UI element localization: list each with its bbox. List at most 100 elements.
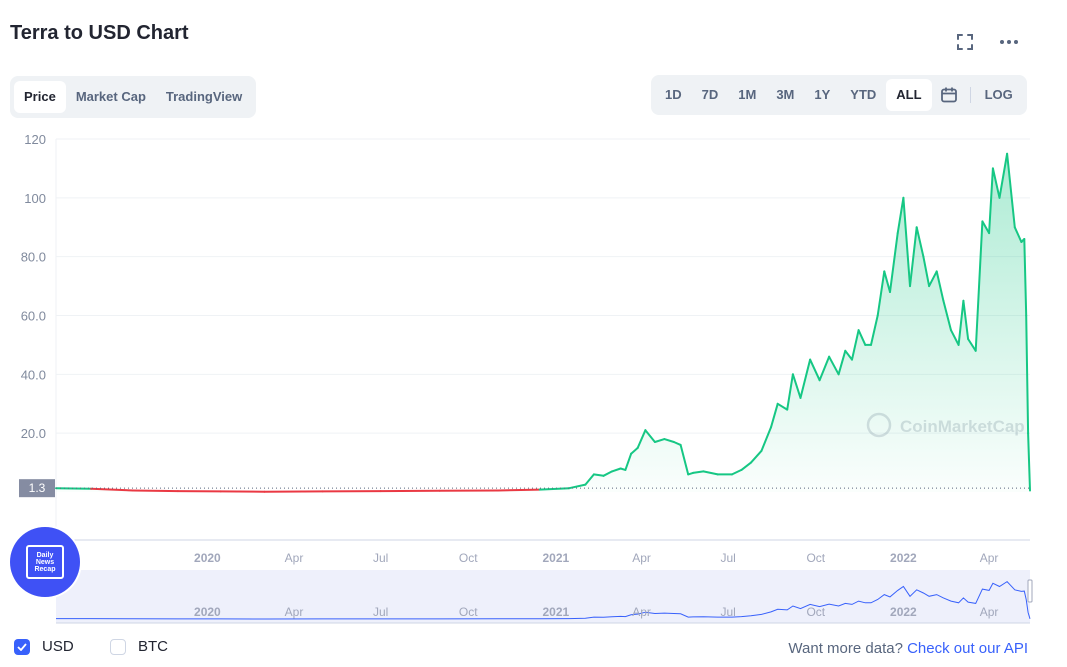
price-line-segment <box>991 167 1001 199</box>
price-line-segment <box>928 270 938 288</box>
api-prefix: Want more data? <box>788 640 903 657</box>
range-1m[interactable]: 1M <box>738 87 757 102</box>
calendar-icon[interactable] <box>932 79 966 111</box>
price-line-segment <box>740 461 752 471</box>
chart-type-tabs: Price Market Cap TradingView <box>10 76 257 118</box>
badge-text: Daily News Recap <box>34 552 55 573</box>
usd-label: USD <box>42 638 74 655</box>
price-line-segment <box>962 299 970 340</box>
price-line-segment <box>998 152 1009 199</box>
usd-toggle[interactable]: USD <box>14 638 74 655</box>
price-line-segment <box>611 467 622 473</box>
price-line-segment <box>602 470 613 477</box>
navigator-x-tick-label: 2022 <box>890 605 917 619</box>
price-line-segment <box>1025 314 1030 435</box>
x-tick-label: 2022 <box>890 551 917 565</box>
navigator-x-tick-label: Apr <box>632 605 651 619</box>
y-tick-label: 120 <box>24 132 46 147</box>
more-icon[interactable] <box>997 30 1021 54</box>
price-line-segment <box>942 299 952 332</box>
y-tick-label: 100 <box>24 191 46 206</box>
price-line-segment <box>132 489 179 493</box>
price-line-segment <box>828 355 840 376</box>
price-line-segment <box>636 429 647 449</box>
x-tick-label: 2021 <box>543 551 570 565</box>
price-line-segment <box>679 443 690 476</box>
navigator-x-tick-label: Apr <box>980 605 999 619</box>
price-line-segment <box>1006 152 1016 229</box>
range-ytd[interactable]: YTD <box>850 87 877 102</box>
price-area <box>56 153 1030 492</box>
price-line-segment <box>957 299 965 346</box>
y-tick-label: 60.0 <box>21 309 46 324</box>
price-line-segment <box>837 349 847 376</box>
navigator-x-tick-label: Apr <box>285 605 304 619</box>
range-1y[interactable]: 1Y <box>814 87 831 102</box>
navigator-background <box>56 570 1030 623</box>
range-7d[interactable]: 7D <box>701 87 719 102</box>
price-line-segment <box>981 220 991 235</box>
api-link[interactable]: Check out our API <box>907 640 1028 657</box>
price-line-segment <box>988 167 994 235</box>
y-tick-label: 40.0 <box>21 367 46 382</box>
x-tick-label: Apr <box>980 551 999 565</box>
price-line-segment <box>630 446 639 455</box>
price-line-segment <box>90 487 135 492</box>
price-line-segment <box>844 349 853 361</box>
price-line-segment <box>818 355 831 382</box>
price-line-segment <box>496 488 541 492</box>
tab-price[interactable]: Price <box>14 81 66 113</box>
navigator-x-tick-label: Oct <box>806 605 825 619</box>
x-tick-label: Oct <box>459 551 478 565</box>
y-tick-label: 80.0 <box>21 250 46 265</box>
current-price-tag <box>19 479 55 498</box>
x-tick-label: Jul <box>721 551 736 565</box>
fullscreen-icon[interactable] <box>953 30 977 54</box>
btc-toggle[interactable]: BTC <box>110 638 168 655</box>
price-line-segment <box>1023 238 1028 317</box>
x-tick-label: 2020 <box>194 551 221 565</box>
price-line-segment <box>653 438 666 443</box>
navigator-x-tick-label: Oct <box>459 605 478 619</box>
price-line-segment <box>663 438 675 443</box>
price-line-segment <box>909 226 918 288</box>
tab-tradingview[interactable]: TradingView <box>165 89 243 104</box>
daily-news-recap-badge[interactable]: Daily News Recap <box>10 527 80 597</box>
price-line-segment <box>809 358 821 382</box>
navigator-x-tick-label: 2020 <box>194 605 221 619</box>
price-line-segment <box>876 270 886 317</box>
range-all[interactable]: ALL <box>886 79 932 111</box>
x-tick-label: Apr <box>285 551 304 565</box>
range-selector: 1D 7D 1M 3M 1Y YTD ALL LOG <box>651 75 1027 115</box>
range-3m[interactable]: 3M <box>776 87 795 102</box>
price-line-segment <box>902 196 911 288</box>
price-line-segment <box>584 473 595 486</box>
x-tick-label: Apr <box>632 551 651 565</box>
price-line-segment <box>896 196 905 235</box>
usd-checkbox[interactable] <box>14 638 30 655</box>
price-line-segment <box>770 402 779 429</box>
range-1d[interactable]: 1D <box>665 87 682 102</box>
badge-line-3: Recap <box>34 565 56 573</box>
current-price-label: 1.3 <box>29 481 46 495</box>
price-line-segment <box>592 473 605 477</box>
price-line-segment <box>750 449 763 464</box>
btc-label: BTC <box>138 638 168 655</box>
price-line-segment <box>624 452 633 471</box>
price-chart[interactable]: 12010080.060.040.020.0CoinMarketCap1.320… <box>0 125 1067 630</box>
price-line-segment <box>760 426 772 452</box>
range-divider <box>969 87 971 103</box>
price-line-segment <box>55 487 93 490</box>
log-toggle[interactable]: LOG <box>984 87 1013 102</box>
price-line-segment <box>1027 432 1031 492</box>
tab-market-cap[interactable]: Market Cap <box>75 89 146 104</box>
price-line-segment <box>702 470 719 476</box>
chart-title: Terra to USD Chart <box>10 22 189 44</box>
btc-checkbox[interactable] <box>110 638 126 655</box>
price-line-segment <box>692 470 705 474</box>
navigator-x-tick-label: Jul <box>721 605 736 619</box>
x-tick-label: Jul <box>373 551 388 565</box>
price-line-segment <box>786 373 794 411</box>
navigator-handle-right <box>1027 579 1033 603</box>
price-line-segment <box>935 270 945 302</box>
